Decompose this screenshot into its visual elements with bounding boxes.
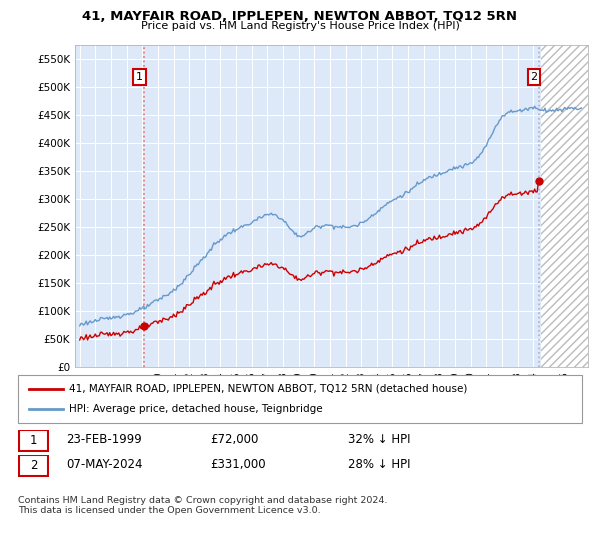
Text: 41, MAYFAIR ROAD, IPPLEPEN, NEWTON ABBOT, TQ12 5RN (detached house): 41, MAYFAIR ROAD, IPPLEPEN, NEWTON ABBOT… (69, 384, 467, 394)
FancyBboxPatch shape (18, 375, 582, 423)
FancyBboxPatch shape (19, 430, 48, 451)
Text: 07-MAY-2024: 07-MAY-2024 (66, 458, 143, 472)
Text: 1: 1 (30, 434, 37, 447)
Text: 32% ↓ HPI: 32% ↓ HPI (348, 433, 410, 446)
Text: £331,000: £331,000 (210, 458, 266, 472)
Text: 1: 1 (136, 72, 143, 82)
FancyBboxPatch shape (19, 455, 48, 477)
Text: 23-FEB-1999: 23-FEB-1999 (66, 433, 142, 446)
Text: Price paid vs. HM Land Registry's House Price Index (HPI): Price paid vs. HM Land Registry's House … (140, 21, 460, 31)
Bar (541, 45, 588, 367)
Text: 2: 2 (30, 459, 37, 473)
Text: Contains HM Land Registry data © Crown copyright and database right 2024.
This d: Contains HM Land Registry data © Crown c… (18, 496, 388, 515)
Text: HPI: Average price, detached house, Teignbridge: HPI: Average price, detached house, Teig… (69, 404, 322, 414)
Text: £72,000: £72,000 (210, 433, 259, 446)
Bar (541, 45, 588, 367)
Text: 28% ↓ HPI: 28% ↓ HPI (348, 458, 410, 472)
Text: 2: 2 (530, 72, 538, 82)
Text: 41, MAYFAIR ROAD, IPPLEPEN, NEWTON ABBOT, TQ12 5RN: 41, MAYFAIR ROAD, IPPLEPEN, NEWTON ABBOT… (83, 10, 517, 23)
